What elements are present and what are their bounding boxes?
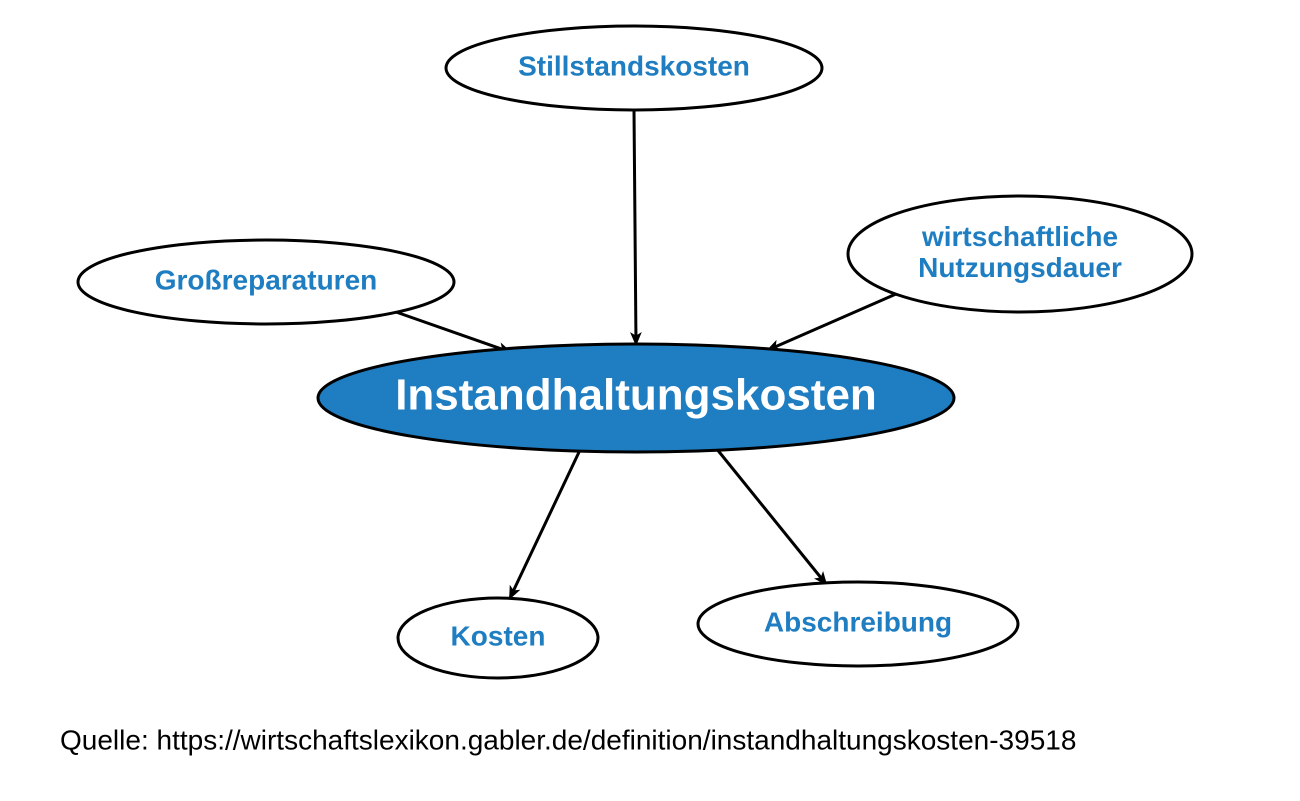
- node-label-kosten: Kosten: [451, 620, 546, 651]
- source-citation: Quelle: https://wirtschaftslexikon.gable…: [60, 724, 1076, 755]
- node-label-stillstand: Stillstandskosten: [518, 50, 750, 81]
- node-label-nutzungsdauer-line1: Nutzungsdauer: [918, 252, 1122, 283]
- edge-instand-to-kosten: [510, 450, 580, 598]
- node-label-nutzungsdauer-line0: wirtschaftliche: [921, 221, 1118, 252]
- node-abschreibung: Abschreibung: [698, 582, 1018, 666]
- node-grossrep: Großreparaturen: [78, 240, 454, 324]
- node-instand: Instandhaltungskosten: [318, 344, 954, 452]
- edge-grossrep-to-instand: [396, 312, 510, 352]
- node-stillstand: Stillstandskosten: [446, 26, 822, 110]
- edge-nutzungsdauer-to-instand: [768, 294, 896, 350]
- concept-diagram: Stillstandskosten Großreparaturen wirtscha…: [0, 0, 1300, 801]
- node-nutzungsdauer: wirtschaftlicheNutzungsdauer: [848, 196, 1192, 312]
- node-label-instand: Instandhaltungskosten: [395, 371, 877, 420]
- edge-stillstand-to-instand: [634, 110, 636, 344]
- node-label-grossrep: Großreparaturen: [155, 264, 378, 295]
- edge-instand-to-abschreibung: [716, 448, 826, 584]
- node-kosten: Kosten: [398, 598, 598, 678]
- node-label-abschreibung: Abschreibung: [764, 606, 952, 637]
